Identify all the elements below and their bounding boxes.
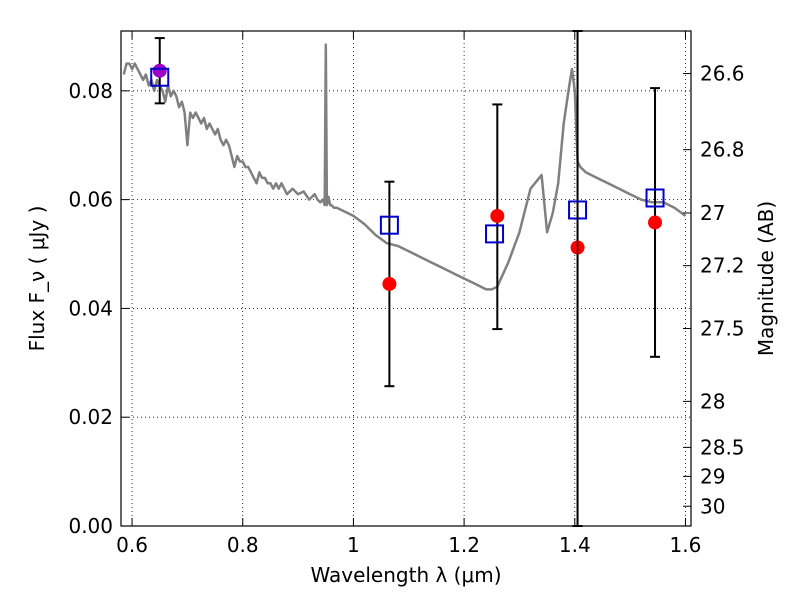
data-point-circle	[490, 208, 505, 223]
right-tick-label: 27	[700, 201, 725, 225]
ticks-layer: 0.6 0.8 1 1.2 1.4 1.6 0.00 0.02 0.04 0.06 0.08 26.6…	[68, 31, 745, 557]
x-axis-label: Wavelength λ (μm)	[310, 563, 501, 587]
model-spectrum-layer	[122, 43, 687, 291]
y-tick-label: 0.02	[68, 405, 113, 429]
data-point-circle	[152, 63, 167, 78]
data-point-square	[645, 188, 665, 208]
right-tick-label: 29	[700, 464, 725, 488]
data-point-square	[150, 67, 170, 87]
right-tick-label: 27.5	[700, 317, 745, 341]
right-tick-label: 26.6	[700, 62, 745, 86]
right-tick-label: 30	[700, 494, 725, 518]
grid-lines	[121, 31, 691, 526]
y-tick-label: 0.00	[68, 514, 113, 538]
right-axis-label: Magnitude (AB)	[754, 201, 778, 356]
data-point-square	[379, 215, 399, 235]
x-tick-label: 0.6	[116, 533, 148, 557]
y-axis-label: Flux F_ν ( μJy )	[25, 206, 49, 352]
x-tick-label: 1.6	[670, 533, 702, 557]
y-tick-label: 0.06	[68, 188, 113, 212]
error-bars-layer	[154, 30, 661, 527]
y-tick-label: 0.04	[68, 296, 113, 320]
data-point-circle	[382, 276, 397, 291]
x-tick-label: 1.2	[448, 533, 480, 557]
right-tick-label: 26.8	[700, 138, 745, 162]
data-point-circle	[648, 215, 663, 230]
data-point-square	[485, 224, 505, 244]
right-tick-label: 28	[700, 389, 725, 413]
model-spectrum-line	[122, 43, 687, 291]
data-markers-layer	[150, 63, 665, 291]
x-tick-label: 1	[347, 533, 360, 557]
right-tick-label: 28.5	[700, 435, 745, 459]
y-tick-label: 0.08	[68, 79, 113, 103]
right-tick-label: 27.2	[700, 254, 745, 278]
plot-frame	[120, 30, 692, 527]
x-tick-label: 1.4	[559, 533, 591, 557]
x-tick-label: 0.8	[227, 533, 259, 557]
